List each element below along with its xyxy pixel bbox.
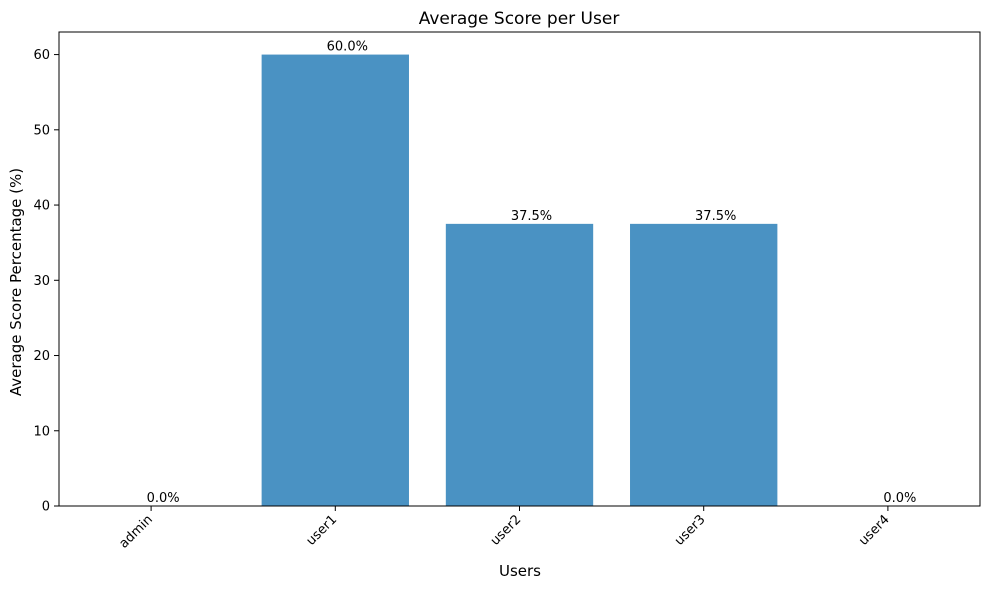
bar-user1	[261, 54, 409, 506]
y-tick-label: 20	[33, 349, 50, 364]
y-tick-label: 0	[42, 500, 50, 515]
y-tick-label: 10	[33, 424, 50, 439]
bar-user3	[630, 223, 778, 506]
y-tick-label: 40	[33, 199, 50, 214]
y-tick-label: 30	[33, 274, 50, 289]
chart-title: Average Score per User	[419, 9, 620, 29]
bar-value-label: 0.0%	[147, 491, 180, 506]
y-tick-label: 50	[33, 123, 50, 138]
plot-frame	[58, 31, 981, 507]
bar-value-label: 37.5%	[511, 209, 552, 224]
y-axis-label: Average Score Percentage (%)	[7, 168, 25, 396]
y-tick-label: 60	[33, 48, 50, 63]
bar-user2	[445, 223, 594, 506]
bar-value-label: 37.5%	[695, 209, 736, 224]
bar-value-label: 0.0%	[883, 491, 916, 506]
bar-value-label: 60.0%	[327, 40, 368, 55]
plot-area: 0.0%admin60.0%user137.5%user237.5%user30…	[33, 31, 981, 552]
x-axis-label: Users	[499, 562, 541, 580]
